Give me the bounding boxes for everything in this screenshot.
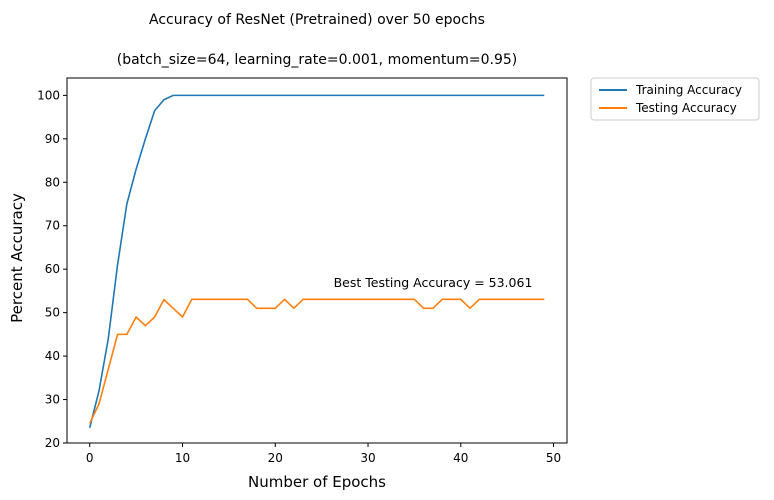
- x-tick-label: 40: [453, 451, 468, 465]
- legend-label-training: Training Accuracy: [635, 83, 742, 97]
- series-lines: [88, 94, 545, 428]
- training-accuracy-line: [88, 94, 545, 428]
- x-tick-label: 0: [86, 451, 94, 465]
- y-tick-label: 90: [45, 132, 60, 146]
- y-tick-label: 30: [45, 393, 60, 407]
- plot-frame: [66, 77, 568, 444]
- plot-area: [66, 77, 568, 444]
- y-tick-label: 70: [45, 219, 60, 233]
- x-tick-label: 30: [360, 451, 375, 465]
- y-tick-label: 50: [45, 306, 60, 320]
- x-axis-label: Number of Epochs: [248, 473, 386, 491]
- y-tick-label: 20: [45, 436, 60, 450]
- legend-frame: [590, 77, 760, 121]
- legend-label-testing: Testing Accuracy: [635, 101, 737, 115]
- x-tick-label: 10: [175, 451, 190, 465]
- chart-title: Accuracy of ResNet (Pretrained) over 50 …: [149, 12, 485, 28]
- y-tick-label: 100: [37, 88, 60, 102]
- x-axis-ticks: 0 10 20 30 40 50: [86, 443, 561, 465]
- y-tick-label: 60: [45, 262, 60, 276]
- y-axis-label: Percent Accuracy: [8, 193, 26, 323]
- testing-accuracy-line: [89, 298, 545, 424]
- y-tick-label: 40: [45, 349, 60, 363]
- y-axis-ticks: 20 30 40 50 60 70 80 90 100: [37, 88, 67, 450]
- x-tick-label: 50: [546, 451, 561, 465]
- chart-subtitle: (batch_size=64, learning_rate=0.001, mom…: [117, 52, 518, 68]
- legend: Training Accuracy Testing Accuracy: [590, 77, 760, 121]
- x-tick-label: 20: [268, 451, 283, 465]
- best-testing-annotation: Best Testing Accuracy = 53.061: [334, 275, 533, 290]
- y-tick-label: 80: [45, 175, 60, 189]
